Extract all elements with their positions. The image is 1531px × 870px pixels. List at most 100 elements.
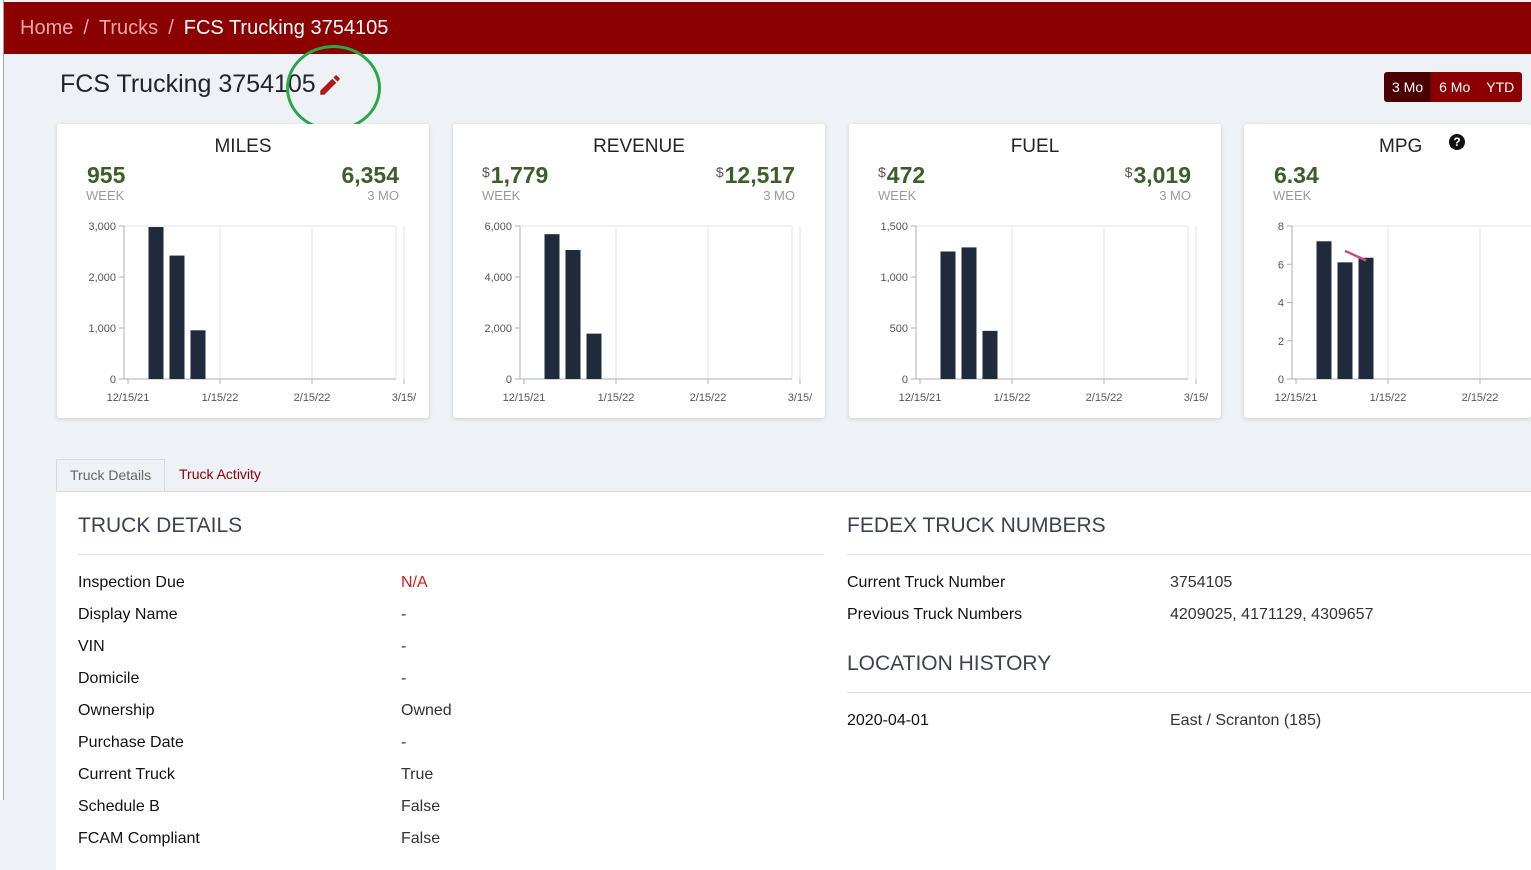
range-ytd-button[interactable]: YTD — [1478, 72, 1523, 102]
current-truck-value: True — [401, 766, 434, 783]
chart-bar — [1316, 241, 1332, 379]
breadcrumb-trucks-link[interactable]: Trucks — [98, 16, 159, 39]
divider — [847, 692, 1531, 693]
breadcrumb-home-link[interactable]: Home — [20, 16, 74, 39]
y-tick-label: 1,000 — [88, 323, 116, 335]
purchase-date-label: Purchase Date — [78, 734, 184, 751]
miles-chart: 3,000 2,000 1,000 0 12/15/21 1/15/22 2/15/22 3/… — [88, 221, 417, 404]
x-tick-label: 1/15/22 — [598, 392, 635, 404]
purchase-date-value: - — [401, 734, 407, 751]
total-value: $12,517 — [715, 162, 795, 188]
card-title: MPG — [1379, 136, 1423, 157]
schedule-b-label: Schedule B — [78, 798, 160, 815]
x-tick-label: 3/15/ — [1184, 392, 1209, 404]
week-value: $1,779 — [482, 162, 549, 188]
week-value: 955 — [87, 162, 126, 188]
chart-bar — [940, 251, 956, 379]
y-tick-label: 0 — [1278, 374, 1284, 386]
x-tick-label: 1/15/22 — [994, 392, 1031, 404]
y-tick-label: 0 — [506, 374, 512, 386]
divider — [847, 554, 1531, 555]
chart-bar — [982, 330, 998, 379]
x-tick-label: 3/15/ — [788, 392, 813, 404]
total-label: 3 MO — [763, 188, 795, 203]
highlight-circle-annotation — [286, 45, 381, 131]
breadcrumb-separator: / — [83, 16, 89, 39]
y-tick-label: 3,000 — [88, 221, 116, 233]
chart-bar — [190, 330, 206, 379]
question-circle-icon[interactable]: ? — [1449, 134, 1465, 150]
week-label: WEEK — [86, 188, 125, 203]
x-tick-label: 2/15/22 — [690, 392, 727, 404]
chart-bar — [586, 333, 602, 379]
location-date: 2020-04-01 — [847, 712, 929, 729]
x-tick-label: 2/15/22 — [1086, 392, 1123, 404]
y-tick-label: 6 — [1278, 259, 1284, 271]
breadcrumb-separator: / — [168, 16, 174, 39]
total-label: 3 MO — [367, 188, 399, 203]
tab-truck-activity[interactable]: Truck Activity — [179, 466, 261, 482]
y-tick-label: 0 — [110, 374, 116, 386]
divider — [78, 554, 824, 555]
details-panel: TRUCK DETAILS Inspection Due N/A Display… — [56, 491, 1531, 870]
chart-bar — [1358, 257, 1374, 379]
x-tick-label: 12/15/21 — [899, 392, 942, 404]
x-tick-label: 12/15/21 — [107, 392, 150, 404]
fcam-compliant-value: False — [401, 830, 441, 847]
trend-line — [1344, 249, 1367, 262]
card-title: REVENUE — [593, 136, 685, 157]
x-tick-label: 2/15/22 — [1462, 392, 1499, 404]
x-tick-label: 3/15/ — [392, 392, 417, 404]
fcam-compliant-label: FCAM Compliant — [78, 830, 200, 847]
x-tick-label: 2/15/22 — [294, 392, 331, 404]
previous-truck-numbers-label: Previous Truck Numbers — [847, 606, 1023, 623]
current-truck-number-value: 3754105 — [1170, 574, 1233, 591]
tab-truck-details[interactable]: Truck Details — [56, 459, 166, 492]
miles-card: MILES 955 6,354 WEEK 3 MO 3,000 2,000 1,00… — [57, 124, 429, 418]
mpg-card: MPG ? 6.34 WEEK 8 6 4 2 0 12/15/21 1/15/22 2/15… — [1244, 124, 1531, 418]
breadcrumb: Home / Trucks / FCS Trucking 3754105 — [4, 2, 1531, 54]
x-tick-label: 1/15/22 — [1370, 392, 1407, 404]
y-tick-label: 8 — [1278, 221, 1284, 233]
fedex-numbers-heading: FEDEX TRUCK NUMBERS — [847, 514, 1106, 537]
range-3mo-button[interactable]: 3 Mo — [1384, 72, 1432, 102]
y-tick-label: 1,500 — [880, 221, 908, 233]
y-tick-label: 4 — [1278, 298, 1284, 310]
week-value: 6.34 — [1274, 162, 1319, 188]
x-tick-label: 1/15/22 — [202, 392, 239, 404]
week-label: WEEK — [482, 188, 521, 203]
week-label: WEEK — [878, 188, 917, 203]
y-tick-label: 2,000 — [88, 272, 116, 284]
current-truck-label: Current Truck — [78, 766, 175, 783]
ownership-value: Owned — [401, 702, 452, 719]
chart-bar — [148, 227, 164, 379]
y-tick-label: 500 — [890, 323, 908, 335]
schedule-b-value: False — [401, 798, 441, 815]
revenue-card: REVENUE $1,779 $12,517 WEEK 3 MO 6,000 4,… — [453, 124, 825, 418]
breadcrumb-current: FCS Trucking 3754105 — [183, 16, 389, 39]
week-value: $472 — [878, 162, 926, 188]
fuel-chart: 1,500 1,000 500 0 12/15/21 1/15/22 2/15/22 3/15… — [880, 221, 1209, 404]
y-tick-label: 4,000 — [484, 272, 512, 284]
total-value: $3,019 — [1124, 162, 1191, 188]
y-tick-label: 1,000 — [880, 272, 908, 284]
page-title: FCS Trucking 3754105 — [60, 70, 316, 98]
previous-truck-numbers-value: 4209025, 4171129, 4309657 — [1170, 606, 1374, 623]
domicile-label: Domicile — [78, 670, 140, 687]
range-6mo-button[interactable]: 6 Mo — [1431, 72, 1479, 102]
vin-value: - — [401, 638, 407, 655]
mpg-chart: 8 6 4 2 0 12/15/21 1/15/22 2/15/22 — [1275, 221, 1531, 404]
x-tick-label: 12/15/21 — [1275, 392, 1318, 404]
y-tick-label: 6,000 — [484, 221, 512, 233]
range-selector: 3 Mo 6 Mo YTD — [1384, 72, 1523, 102]
domicile-value: - — [401, 670, 407, 687]
ownership-label: Ownership — [78, 702, 155, 719]
truck-details-heading: TRUCK DETAILS — [78, 514, 243, 537]
inspection-due-value: N/A — [401, 574, 428, 591]
total-label: 3 MO — [1159, 188, 1191, 203]
card-title: FUEL — [1010, 136, 1060, 157]
chart-bar — [169, 255, 185, 379]
revenue-chart: 6,000 4,000 2,000 0 12/15/21 1/15/22 2/15/22 3/… — [484, 221, 813, 404]
display-name-value: - — [401, 606, 407, 623]
chart-bar — [565, 249, 581, 379]
